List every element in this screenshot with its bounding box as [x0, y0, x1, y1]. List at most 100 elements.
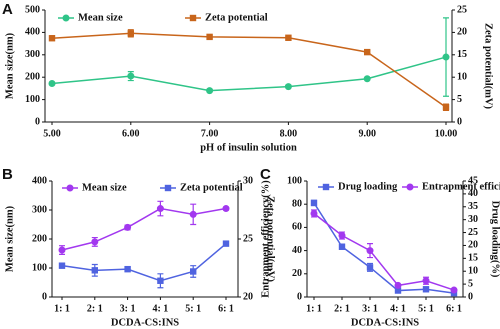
point — [285, 34, 292, 41]
point — [364, 48, 371, 56]
point — [450, 286, 458, 294]
panel-letter: A — [2, 1, 13, 18]
point — [363, 75, 371, 83]
y2-axis-title: Zeta potential(mV) — [265, 196, 276, 283]
point — [124, 223, 132, 231]
y-tick-label: 0 — [297, 291, 302, 302]
legend-marker — [164, 184, 172, 192]
series-line — [51, 56, 447, 92]
point — [284, 83, 292, 91]
point — [338, 232, 346, 240]
y2-tick-label: 5 — [468, 278, 473, 289]
point — [206, 33, 213, 41]
x-tick-label: 5: 1 — [185, 303, 201, 314]
panel-letter: C — [260, 166, 271, 183]
y-tick-label: 40 — [292, 245, 302, 256]
y-tick-label: 0 — [35, 116, 40, 127]
point — [48, 79, 56, 87]
y-tick-label: 0 — [42, 291, 47, 302]
legend-marker — [62, 14, 70, 22]
point — [442, 53, 450, 61]
x-axis-title: DCDA-CS:INS — [111, 317, 179, 328]
y2-tick-label: 15 — [468, 253, 478, 264]
legend-marker — [189, 14, 197, 22]
x-tick-label: 7.00 — [201, 128, 219, 139]
y-tick-label: 200 — [25, 71, 40, 82]
legend-marker — [66, 184, 74, 192]
point — [124, 265, 131, 273]
y2-tick-label: 30 — [243, 175, 253, 186]
y-tick-label: 500 — [25, 4, 40, 15]
legend-label: Mean size — [82, 182, 127, 193]
y2-tick-label: 35 — [468, 201, 478, 212]
y-tick-label: 60 — [292, 222, 302, 233]
y-axis-title: Mean size(nm) — [4, 32, 15, 99]
y2-tick-label: 10 — [457, 71, 467, 82]
series-line — [313, 202, 455, 294]
point — [222, 240, 230, 247]
point — [310, 209, 318, 217]
series-line — [61, 243, 227, 282]
point — [91, 267, 98, 274]
y2-tick-label: 20 — [457, 27, 467, 38]
x-tick-label: 2: 1 — [334, 303, 350, 314]
y-tick-label: 100 — [287, 175, 302, 186]
point — [394, 287, 402, 294]
series-line — [313, 212, 455, 291]
y2-tick-label: 25 — [468, 227, 478, 238]
y-tick-label: 100 — [25, 94, 40, 105]
point — [58, 246, 66, 254]
x-tick-label: 3: 1 — [120, 303, 136, 314]
legend-label: Zeta potential — [180, 182, 243, 193]
point — [58, 262, 66, 269]
point — [127, 30, 134, 37]
y-axis-title: Entrapment efficiency(%) — [260, 180, 271, 298]
x-axis-title: pH of insulin solution — [200, 142, 297, 153]
x-tick-label: 5.00 — [43, 128, 61, 139]
x-tick-label: 9.00 — [358, 128, 376, 139]
y2-tick-label: 15 — [457, 49, 467, 60]
legend-label: Mean size — [78, 12, 123, 23]
point — [190, 268, 197, 275]
y2-tick-label: 5 — [457, 94, 462, 105]
legend-label: Entrapment efficiency — [422, 181, 500, 192]
y2-tick-label: 30 — [468, 214, 478, 225]
y-tick-label: 100 — [32, 262, 47, 273]
y-tick-label: 80 — [292, 198, 302, 209]
y2-axis-title: Zeta potential(mV) — [483, 23, 494, 110]
series-line — [51, 32, 447, 108]
x-tick-label: 4: 1 — [152, 303, 168, 314]
legend-label: Zeta potential — [205, 12, 268, 23]
point — [366, 264, 374, 271]
y-tick-label: 200 — [32, 233, 47, 244]
x-tick-label: 8.00 — [280, 128, 298, 139]
y-tick-label: 300 — [25, 49, 40, 60]
y2-tick-label: 25 — [457, 4, 467, 15]
legend-marker — [322, 183, 330, 191]
y-tick-label: 400 — [25, 27, 40, 38]
y2-tick-label: 25 — [243, 233, 253, 244]
x-tick-label: 5: 1 — [418, 303, 434, 314]
point — [422, 286, 430, 293]
y2-tick-label: 0 — [457, 116, 462, 127]
y2-tick-label: 40 — [468, 188, 478, 199]
point — [366, 247, 374, 255]
x-tick-label: 10.00 — [435, 128, 458, 139]
point — [157, 277, 164, 284]
point — [91, 238, 99, 246]
point — [189, 210, 197, 218]
x-axis-title: DCDA-CS:INS — [351, 317, 419, 328]
y-axis-title: Mean size(nm) — [4, 205, 15, 272]
point — [442, 104, 450, 111]
y-tick-label: 300 — [32, 204, 47, 215]
point — [422, 277, 430, 285]
x-tick-label: 6: 1 — [446, 303, 462, 314]
y2-tick-label: 20 — [243, 291, 253, 302]
x-tick-label: 2: 1 — [87, 303, 103, 314]
x-tick-label: 1: 1 — [54, 303, 70, 314]
y2-axis-title: Drug loading(%) — [490, 201, 500, 278]
y2-tick-label: 0 — [468, 291, 473, 302]
point — [394, 281, 402, 289]
point — [48, 35, 56, 42]
x-tick-label: 6.00 — [122, 128, 140, 139]
